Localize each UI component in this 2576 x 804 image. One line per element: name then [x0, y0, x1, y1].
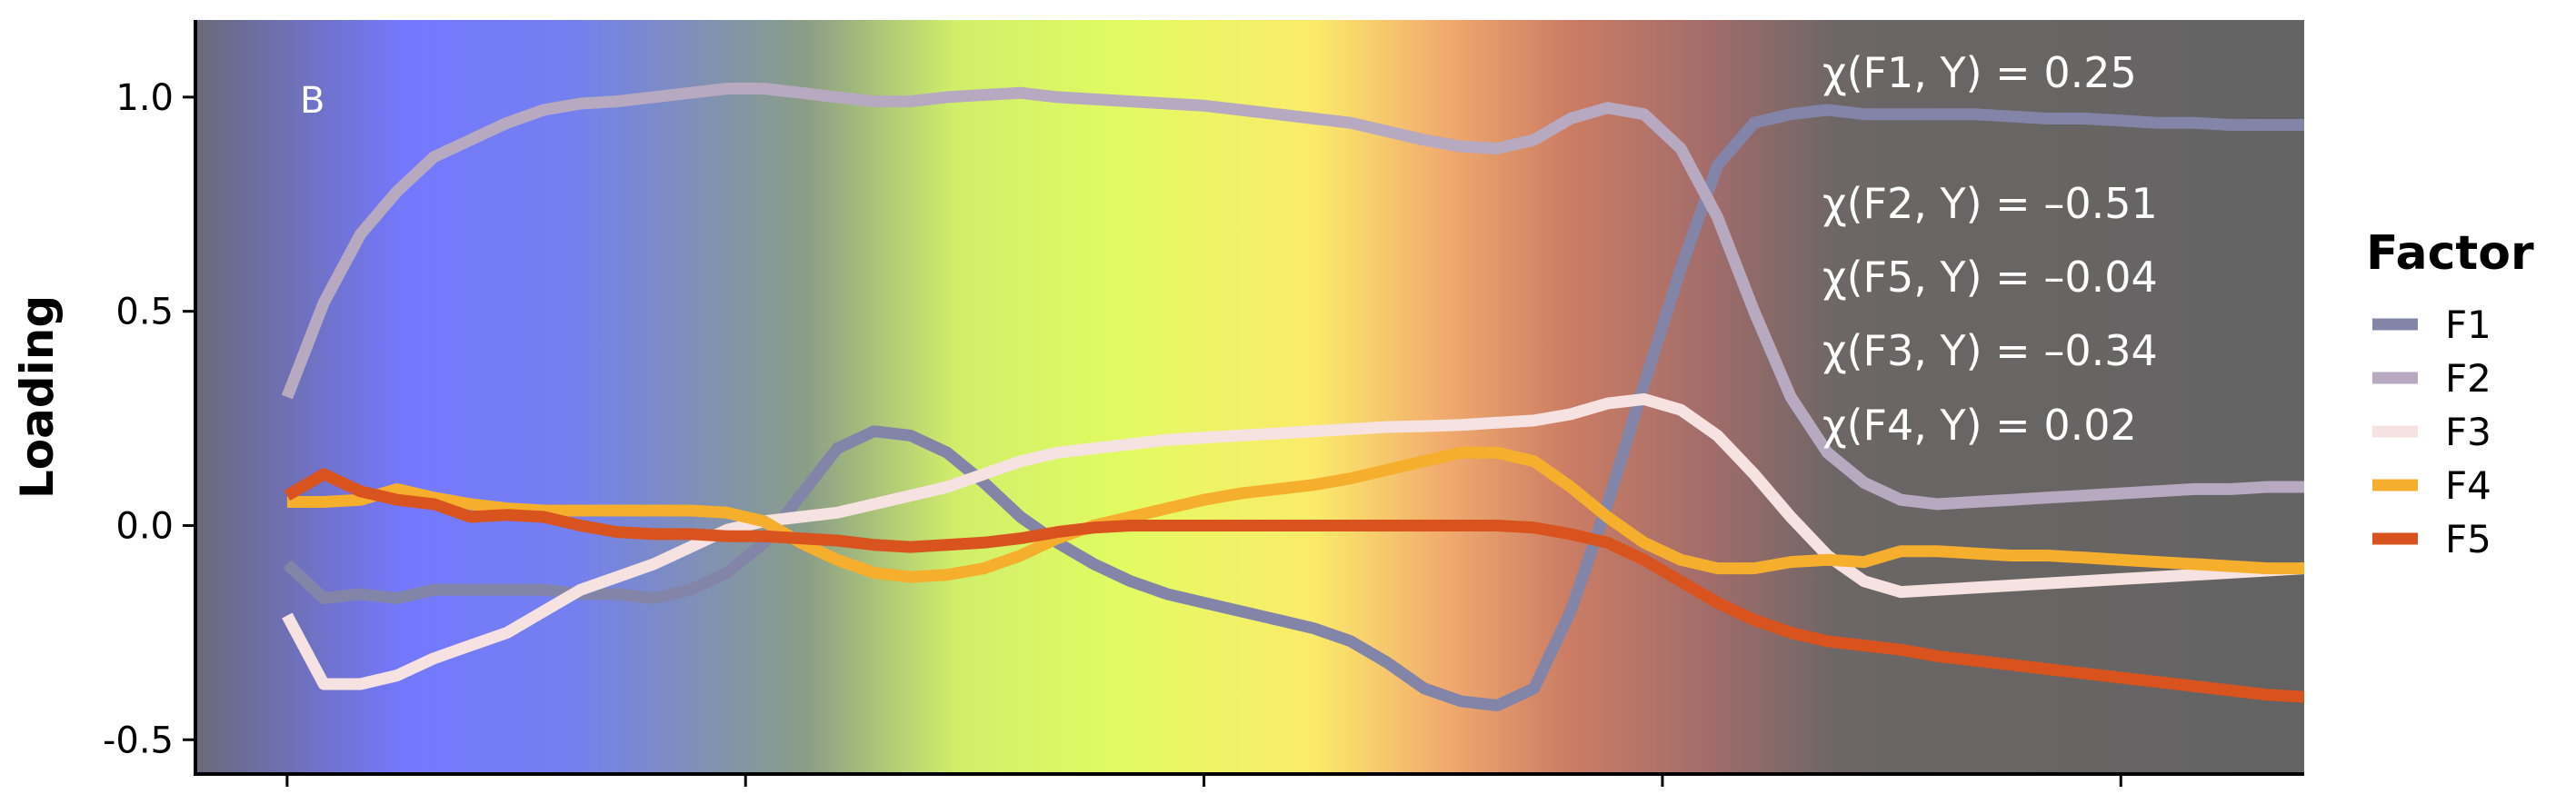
correlation-annotation: χ(F1, Y) = 0.25 — [1822, 48, 2137, 97]
correlation-annotation: χ(F2, Y) = –0.51 — [1822, 179, 2158, 228]
legend-label: F1 — [2445, 303, 2491, 347]
legend-label: F3 — [2445, 410, 2491, 454]
series-line-f3 — [282, 392, 2304, 690]
legend-item-f2: F2 — [2372, 356, 2491, 401]
legend-label: F4 — [2445, 463, 2491, 508]
legend-item-f5: F5 — [2372, 517, 2491, 561]
series-line-f4 — [286, 446, 2304, 583]
legend-item-f3: F3 — [2372, 410, 2491, 454]
series-line-f1 — [283, 104, 2304, 711]
legend-item-f1: F1 — [2372, 303, 2491, 347]
x-axis-ticks — [285, 774, 2122, 787]
legend-label: F5 — [2445, 517, 2491, 561]
y-tick-label: 0.0 — [115, 505, 174, 547]
legend-label: F2 — [2445, 356, 2491, 401]
correlation-annotation: χ(F4, Y) = 0.02 — [1822, 401, 2137, 450]
correlation-annotations: χ(F1, Y) = 0.25 χ(F2, Y) = –0.51 χ(F5, Y) … — [1822, 48, 2158, 450]
legend-title: Factor — [2366, 226, 2534, 281]
y-axis-label: Loading — [11, 295, 64, 499]
series-line-f2 — [281, 83, 2304, 511]
plot-panel-background — [195, 20, 2304, 774]
correlation-annotation: χ(F5, Y) = –0.04 — [1822, 253, 2158, 302]
legend-item-f4: F4 — [2372, 463, 2491, 508]
y-tick-label: 0.5 — [115, 292, 174, 333]
correlation-annotation: χ(F3, Y) = –0.34 — [1822, 326, 2158, 375]
legend: Factor F1 F2 F3 F4 F5 — [2366, 226, 2534, 561]
series-lines — [281, 83, 2304, 711]
panel-label: B — [300, 80, 324, 122]
y-axis-ticks: -0.5 0.0 0.5 1.0 — [103, 77, 195, 761]
y-tick-label: 1.0 — [115, 77, 174, 119]
series-line-f5 — [284, 468, 2304, 703]
y-tick-label: -0.5 — [103, 720, 174, 761]
